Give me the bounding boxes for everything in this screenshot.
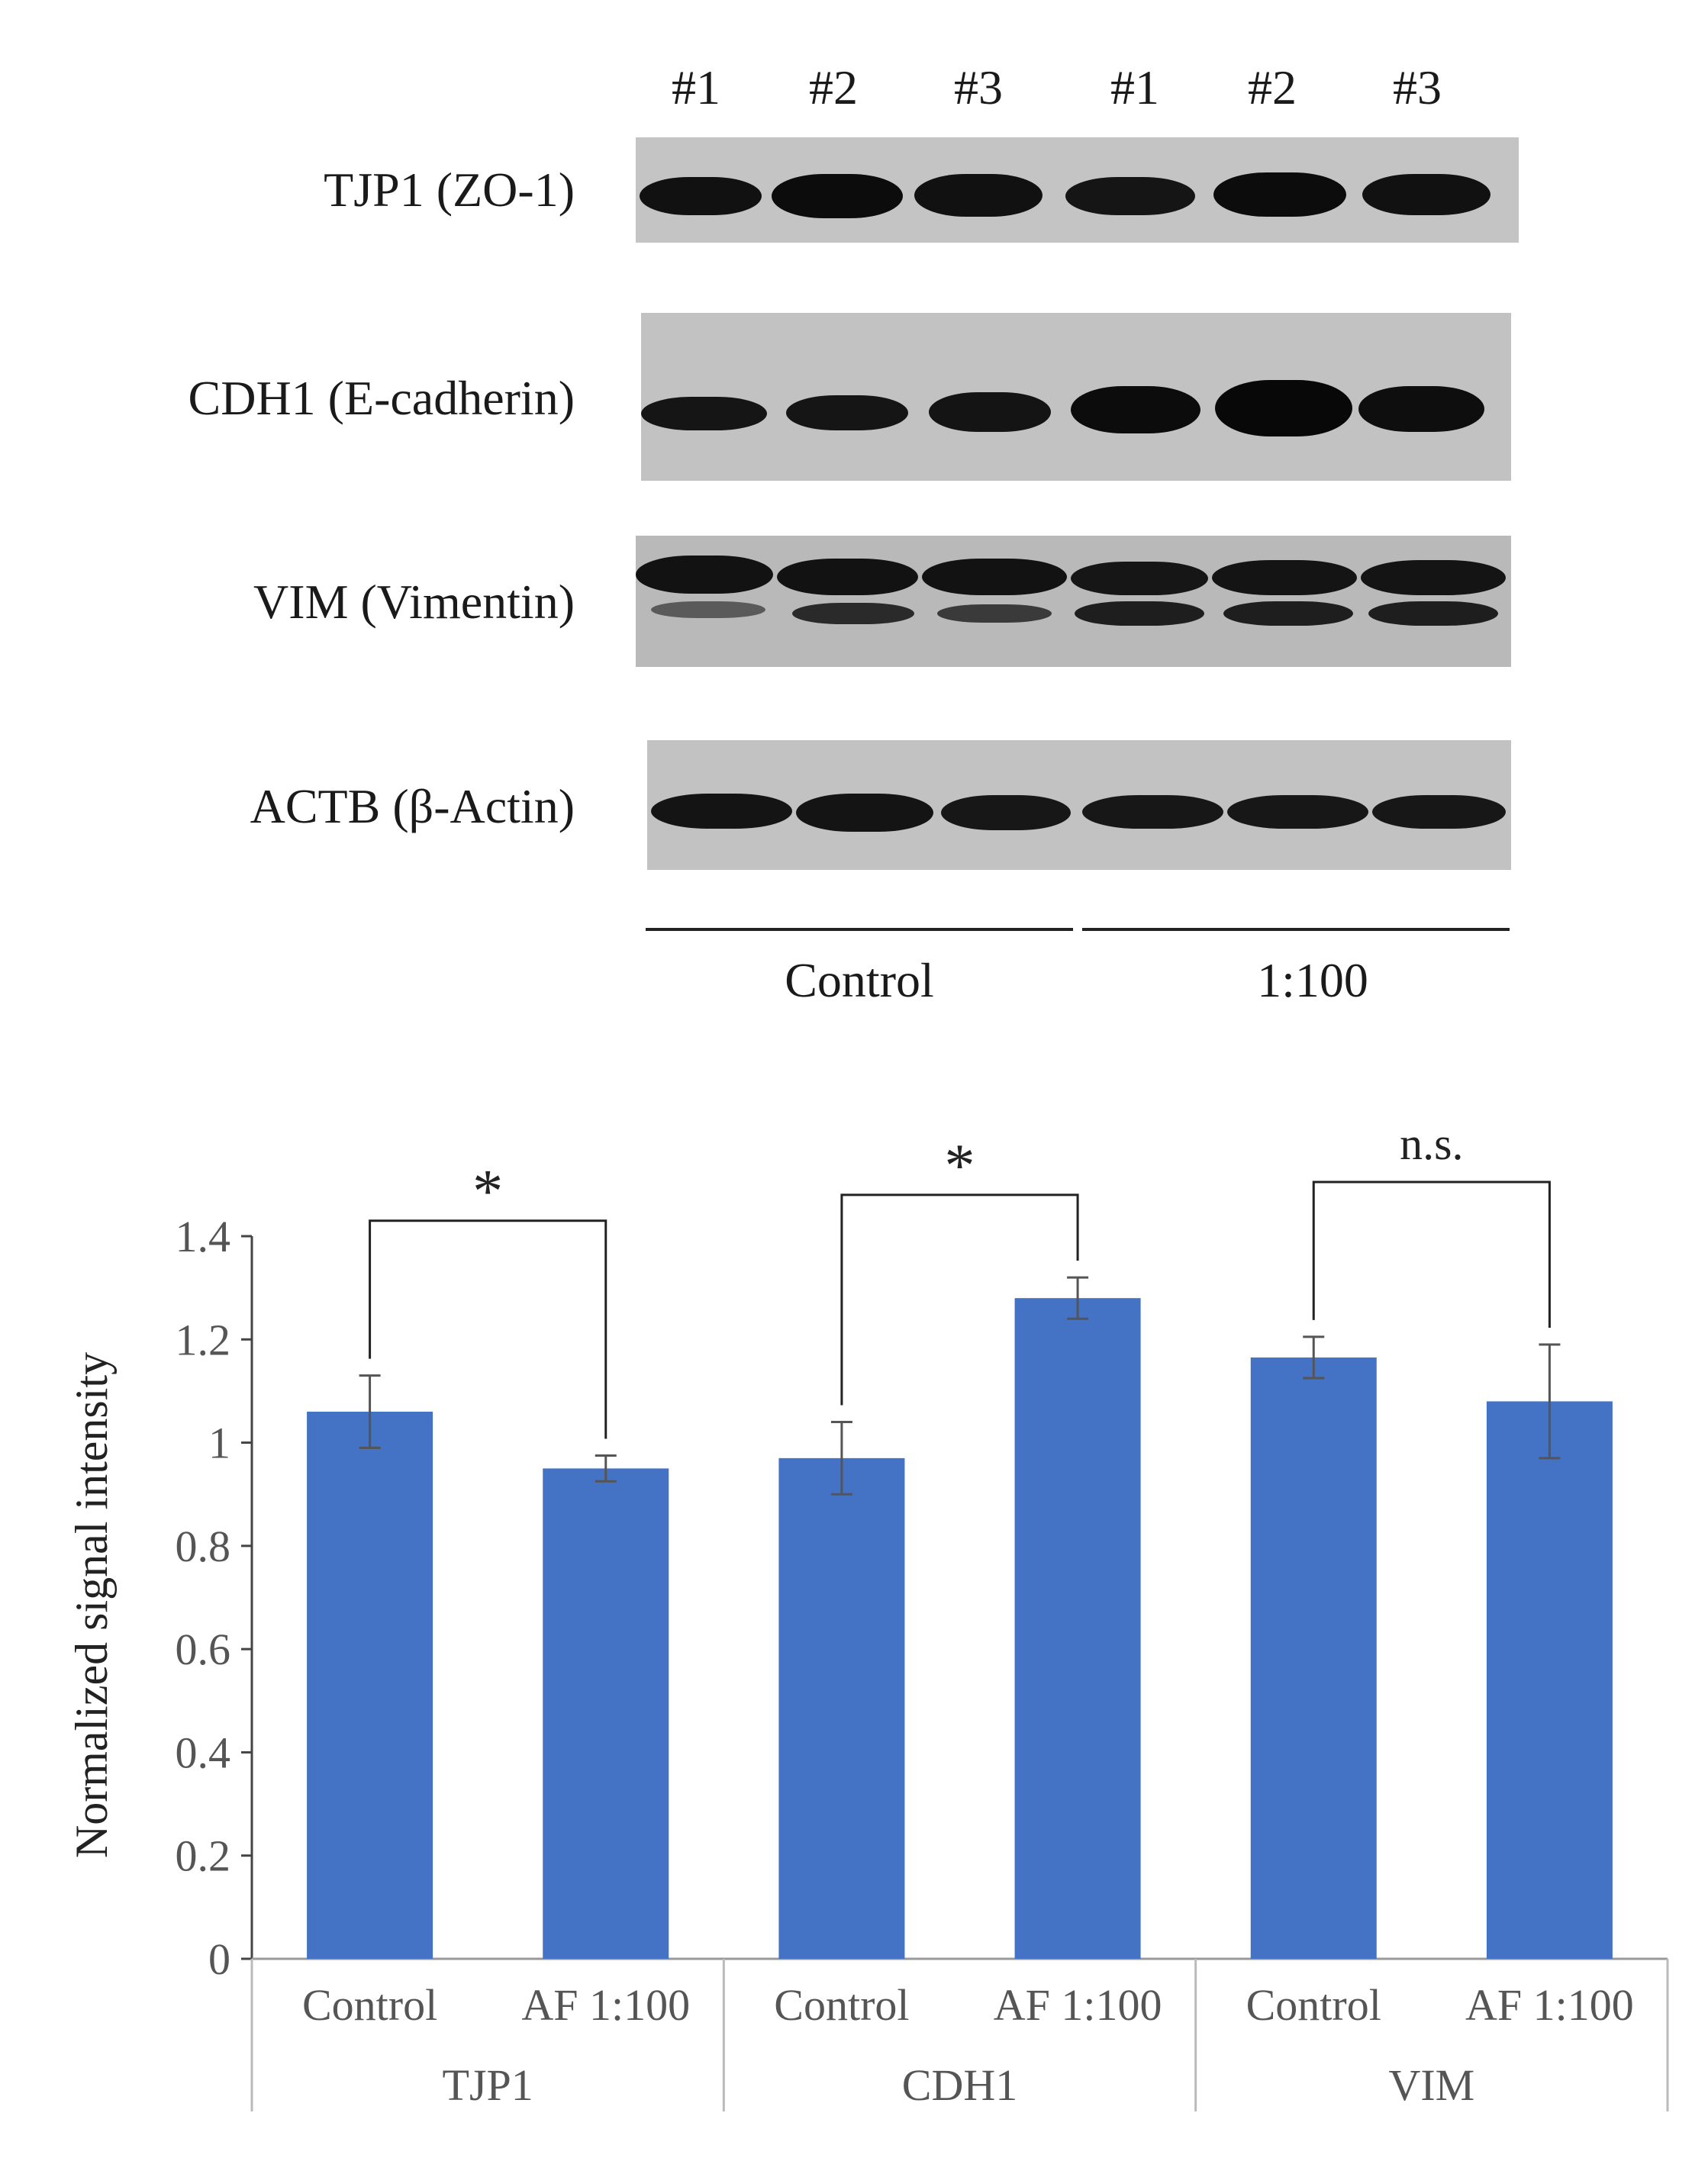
x-group-label: TJP1 <box>443 2060 533 2110</box>
row-label-vim: VIM (Vimentin) <box>253 575 575 629</box>
band <box>651 601 765 618</box>
lane-label: #1 <box>1110 60 1159 114</box>
lane-label: #1 <box>672 60 720 114</box>
y-tick-label: 1.4 <box>176 1212 231 1261</box>
band <box>1075 601 1204 626</box>
blot-panel-actb <box>647 740 1511 870</box>
significance-bracket <box>369 1219 607 1439</box>
band <box>1372 795 1506 829</box>
significance-label: n.s. <box>1400 1119 1463 1169</box>
band <box>792 603 914 624</box>
band <box>922 559 1067 595</box>
bar <box>543 1468 669 1959</box>
band <box>1362 174 1490 215</box>
blot-panel-tjp1 <box>636 137 1519 243</box>
lane-label: #3 <box>954 60 1003 114</box>
y-tick-label: 0.4 <box>176 1728 231 1777</box>
band <box>1358 386 1484 432</box>
band <box>1065 177 1195 215</box>
blot-panel-vim <box>636 536 1511 667</box>
row-label-cdh1: CDH1 (E-cadherin) <box>188 371 575 425</box>
lane-label: #3 <box>1393 60 1442 114</box>
band <box>641 397 767 430</box>
band <box>1227 795 1368 829</box>
group-label-treated: 1:100 <box>1257 953 1368 1007</box>
row-label-tjp1: TJP1 (ZO-1) <box>324 163 575 217</box>
y-axis-label: Normalized signal intensity <box>66 1352 117 1858</box>
band <box>1071 562 1208 595</box>
significance-bracket <box>1312 1180 1551 1329</box>
significance-label: * <box>472 1158 503 1225</box>
bar <box>307 1411 433 1959</box>
x-tick-label: Control <box>302 1980 437 2030</box>
band <box>937 604 1052 623</box>
x-group-label: VIM <box>1388 2060 1474 2110</box>
y-tick-label: 1.2 <box>176 1315 231 1364</box>
row-label-actb: ACTB (β-Actin) <box>250 779 575 833</box>
band <box>772 174 903 218</box>
band <box>636 556 773 594</box>
band <box>941 795 1071 830</box>
group-line-treated <box>1082 928 1510 931</box>
band <box>929 392 1051 432</box>
x-tick-label: AF 1:100 <box>994 1980 1162 2030</box>
lane-label: #2 <box>1248 60 1297 114</box>
bar <box>1014 1298 1141 1959</box>
y-tick-label: 0.6 <box>176 1625 231 1674</box>
band <box>1212 560 1357 595</box>
y-tick-label: 0 <box>208 1934 230 1984</box>
band <box>1213 172 1346 217</box>
y-tick-label: 0.8 <box>176 1522 231 1571</box>
bar <box>778 1457 905 1959</box>
significance-label: * <box>945 1132 975 1200</box>
x-tick-label: AF 1:100 <box>521 1980 690 2030</box>
x-tick-label: Control <box>1246 1980 1381 2030</box>
band <box>1361 560 1506 595</box>
band <box>796 794 933 832</box>
band <box>914 174 1043 217</box>
band <box>1368 601 1498 626</box>
band <box>651 794 792 829</box>
blot-panel-cdh1 <box>641 313 1511 481</box>
band <box>1215 380 1352 436</box>
y-tick-label: 0.2 <box>176 1831 231 1881</box>
bar-chart: 0 0.2 0.4 0.6 0.8 1 1.2 1.4 Normalized signal in… <box>66 1119 1669 2111</box>
band <box>777 559 918 595</box>
band <box>1082 795 1223 829</box>
y-tick-label: 1 <box>208 1419 230 1468</box>
significance-bracket <box>840 1193 1079 1406</box>
x-group-label: CDH1 <box>902 2060 1017 2110</box>
x-tick-label: Control <box>774 1980 909 2030</box>
band <box>1223 601 1353 626</box>
band <box>1071 386 1200 433</box>
bar <box>1486 1401 1613 1959</box>
lane-label: #2 <box>809 60 858 114</box>
group-label-control: Control <box>785 953 934 1007</box>
group-line-control <box>646 928 1073 931</box>
band <box>640 177 762 215</box>
x-tick-label: AF 1:100 <box>1465 1980 1634 2030</box>
bar <box>1250 1357 1377 1959</box>
band <box>786 395 908 430</box>
